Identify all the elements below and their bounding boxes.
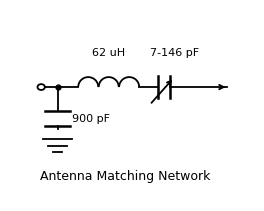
Text: Antenna Matching Network: Antenna Matching Network [40, 170, 210, 183]
Text: 7-146 pF: 7-146 pF [150, 48, 199, 58]
Text: 62 uH: 62 uH [92, 48, 125, 58]
Text: 900 pF: 900 pF [72, 114, 110, 124]
